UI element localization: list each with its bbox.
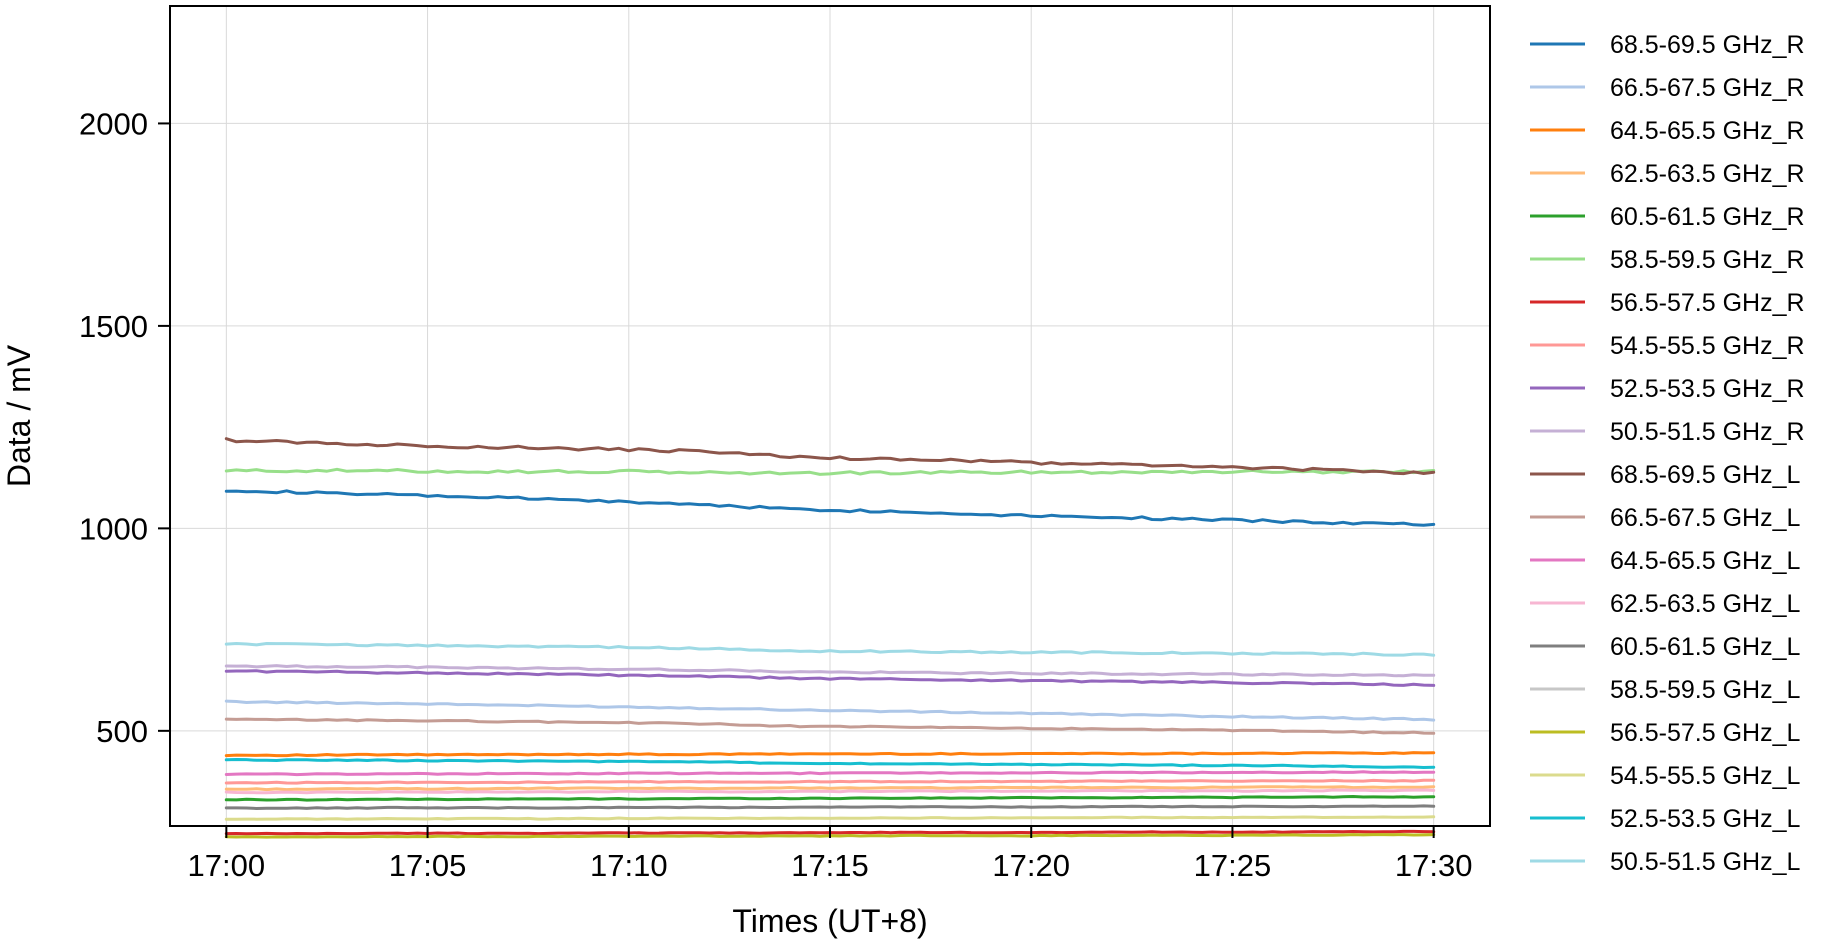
legend-label: 52.5-53.5 GHz_R <box>1610 375 1805 403</box>
legend-label: 58.5-59.5 GHz_L <box>1610 676 1800 704</box>
series-line <box>224 437 1436 476</box>
series-line <box>224 770 1436 777</box>
legend-label: 58.5-59.5 GHz_R <box>1610 246 1805 274</box>
y-axis-label: Data / mV <box>1 344 37 487</box>
series-line <box>224 788 1436 795</box>
x-axis-label: Times (UT+8) <box>732 903 927 939</box>
legend-label: 50.5-51.5 GHz_L <box>1610 848 1800 876</box>
legend-label: 50.5-51.5 GHz_R <box>1610 418 1805 446</box>
series-line <box>224 815 1436 821</box>
axes: 17:00 17:05 17:10 17:15 17:20 17:25 17:30 500 10… <box>79 106 1472 883</box>
legend-label: 68.5-69.5 GHz_L <box>1610 461 1800 489</box>
y-tick-label: 1500 <box>79 309 148 344</box>
legend-label: 62.5-63.5 GHz_R <box>1610 160 1805 188</box>
legend: 68.5-69.5 GHz_R 66.5-67.5 GHz_R 64.5-65.5 … <box>1530 31 1805 876</box>
legend-label: 52.5-53.5 GHz_L <box>1610 805 1800 833</box>
y-tick-label: 1000 <box>79 511 148 546</box>
series-line <box>224 717 1436 735</box>
legend-label: 60.5-61.5 GHz_R <box>1610 203 1805 231</box>
x-tick-label: 17:10 <box>590 848 668 883</box>
legend-label: 66.5-67.5 GHz_L <box>1610 504 1800 532</box>
series-line <box>224 758 1436 769</box>
legend-label: 54.5-55.5 GHz_L <box>1610 762 1800 790</box>
x-tick-label: 17:00 <box>188 848 266 883</box>
series-line <box>224 669 1436 687</box>
series-line <box>224 642 1436 657</box>
legend-label: 64.5-65.5 GHz_L <box>1610 547 1800 575</box>
legend-label: 56.5-57.5 GHz_R <box>1610 289 1805 317</box>
series-line <box>224 804 1436 810</box>
legend-label: 56.5-57.5 GHz_L <box>1610 719 1800 747</box>
series-line <box>224 795 1436 802</box>
series-line <box>224 751 1436 758</box>
y-tick-label: 500 <box>96 714 148 749</box>
legend-label: 66.5-67.5 GHz_R <box>1610 74 1805 102</box>
legend-label: 60.5-61.5 GHz_L <box>1610 633 1800 661</box>
y-tick-label: 2000 <box>79 106 148 141</box>
legend-label: 64.5-65.5 GHz_R <box>1610 117 1805 145</box>
series-line <box>224 467 1436 476</box>
legend-label: 62.5-63.5 GHz_L <box>1610 590 1800 618</box>
x-tick-label: 17:30 <box>1395 848 1473 883</box>
x-tick-label: 17:20 <box>992 848 1070 883</box>
series-line <box>224 785 1436 792</box>
series-line <box>224 699 1436 722</box>
x-tick-label: 17:15 <box>791 848 869 883</box>
series-line <box>224 778 1436 785</box>
grid <box>170 6 1490 826</box>
series-line <box>224 664 1436 678</box>
series-line <box>224 489 1436 527</box>
x-tick-label: 17:05 <box>389 848 467 883</box>
legend-label: 68.5-69.5 GHz_R <box>1610 31 1805 59</box>
x-tick-label: 17:25 <box>1194 848 1272 883</box>
legend-label: 54.5-55.5 GHz_R <box>1610 332 1805 360</box>
